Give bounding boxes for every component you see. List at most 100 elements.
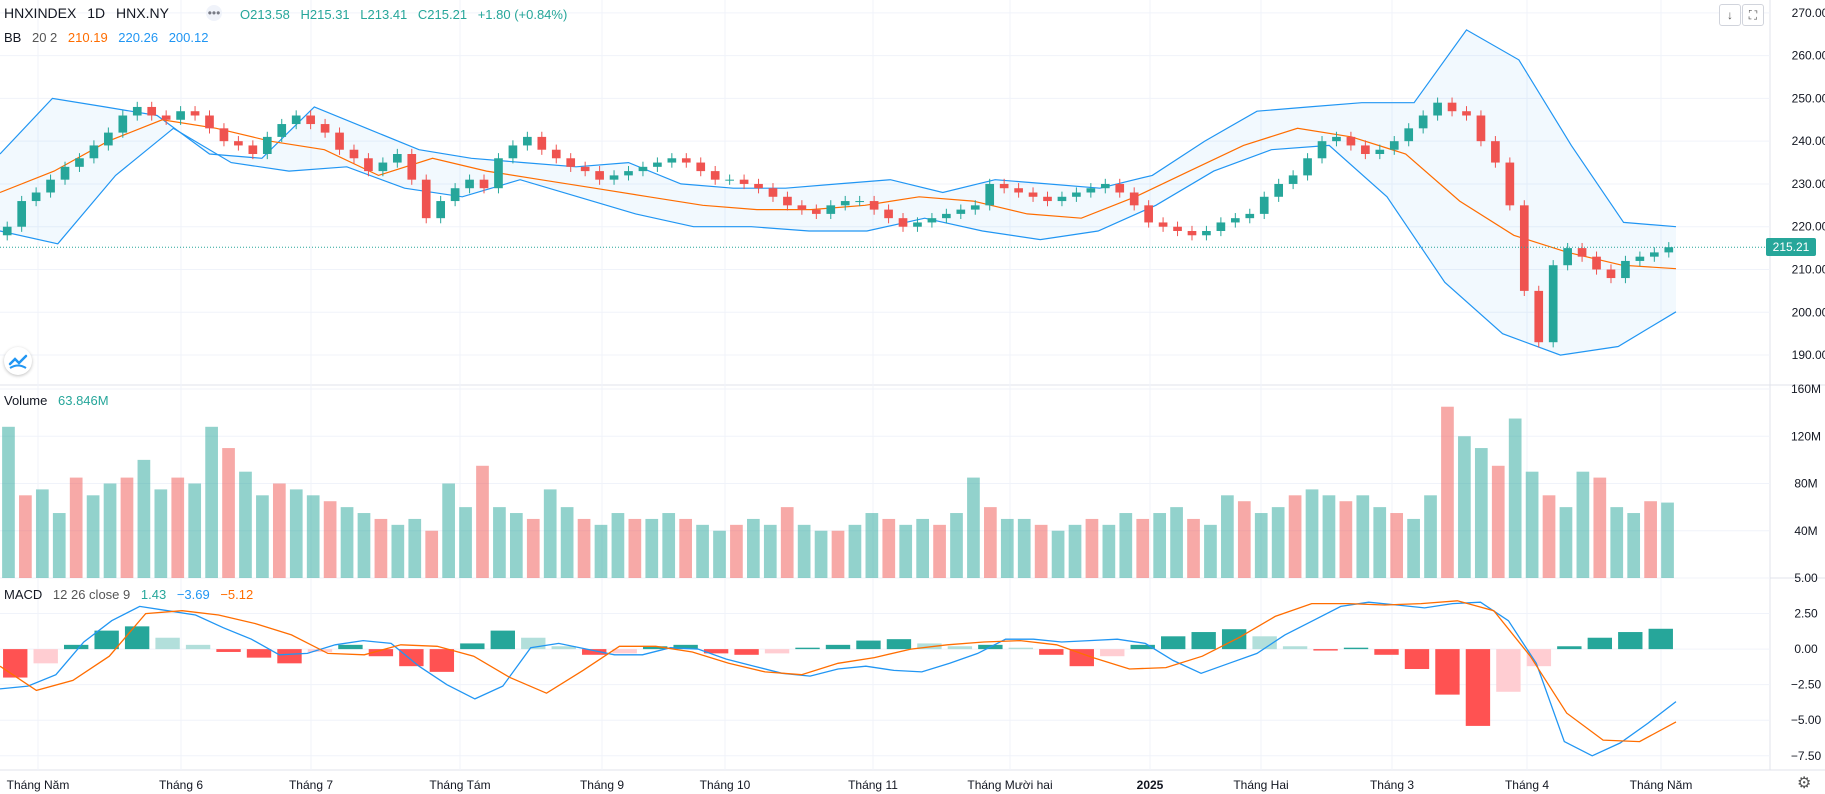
macd-params: 12 26 close 9: [52, 587, 131, 602]
volume-bar: [780, 507, 794, 578]
candle-body: [1606, 269, 1616, 279]
volume-bar: [239, 471, 252, 578]
volume-bar: [1051, 530, 1065, 578]
volume-bar: [137, 459, 151, 578]
bb-lower-value: 200.12: [168, 30, 209, 45]
macd-histogram-bar: [1252, 636, 1277, 650]
price-axis-label: 200.00: [1792, 305, 1825, 319]
candle-body: [1375, 149, 1385, 154]
macd-histogram-bar: [551, 646, 576, 650]
candle-body: [1288, 175, 1298, 184]
volume-bar: [1288, 495, 1302, 578]
volume-bar: [1441, 406, 1454, 578]
more-dots-icon[interactable]: •••: [206, 5, 222, 21]
candle-body: [1230, 218, 1240, 223]
time-axis-label: 2025: [1137, 778, 1164, 792]
macd-histogram-bar: [1465, 649, 1491, 726]
volume-bar: [1034, 524, 1048, 578]
candle-body: [1548, 265, 1558, 343]
symbol-header[interactable]: HNXINDEX 1D HNX.NY: [4, 5, 176, 21]
macd-histogram-bar: [33, 649, 58, 664]
candle-body: [710, 171, 720, 180]
price-axis-label: 270.00: [1792, 6, 1825, 20]
volume-bar: [543, 489, 557, 578]
candle-body: [1389, 141, 1399, 150]
volume-bar: [1610, 507, 1624, 578]
bb-upper-line: [0, 29, 1677, 228]
candle-body: [1621, 260, 1630, 279]
candle-body: [681, 158, 691, 163]
candle-body: [999, 183, 1009, 189]
macd-histogram-bar: [1130, 644, 1155, 650]
macd-histogram-bar: [307, 649, 333, 652]
candle-body: [855, 201, 865, 203]
volume-bar: [103, 483, 117, 578]
symbol-name[interactable]: HNXINDEX: [4, 5, 77, 21]
settings-gear-icon[interactable]: ⚙: [1797, 775, 1812, 792]
macd-histogram-bar: [886, 639, 912, 650]
candle-body: [927, 218, 937, 223]
volume-bar: [933, 524, 946, 578]
volume-bar: [52, 513, 66, 578]
volume-bar: [35, 489, 49, 578]
volume-bar: [272, 483, 286, 578]
macd-histogram-bar: [1100, 649, 1125, 657]
volume-bar: [1305, 489, 1319, 578]
volume-bar: [222, 448, 235, 578]
candle-body: [1649, 252, 1659, 257]
macd-histogram-bar: [1221, 629, 1247, 650]
price-axis-label: 220.00: [1792, 220, 1825, 234]
macd-histogram-bar: [642, 646, 668, 650]
macd-histogram-bar: [1039, 649, 1064, 655]
volume-bar: [1119, 513, 1133, 578]
macd-histogram-bar: [185, 644, 211, 650]
candle-body: [1303, 158, 1312, 176]
volume-bar: [86, 495, 100, 578]
candle-body: [1462, 111, 1471, 116]
macd-histogram-bar: [338, 644, 363, 650]
macd-histogram-bar: [246, 649, 272, 658]
price-axis-label: 250.00: [1792, 91, 1825, 105]
exchange: HNX.NY: [116, 5, 169, 21]
fullscreen-icon[interactable]: ⛶: [1742, 4, 1764, 26]
macd-legend[interactable]: MACD 12 26 close 9 1.43 −3.69 −5.12: [4, 587, 260, 602]
volume-bar: [2, 426, 15, 578]
volume-bar: [391, 524, 405, 578]
candle-body: [118, 115, 128, 133]
volume-axis-label: 80M: [1794, 477, 1817, 491]
interval[interactable]: 1D: [87, 5, 106, 21]
volume-bar: [848, 524, 862, 578]
macd-histogram-bar: [1343, 647, 1369, 650]
volume-legend[interactable]: Volume 63.846M: [4, 393, 116, 408]
volume-bar: [1559, 507, 1573, 578]
candle-body: [1028, 192, 1038, 197]
volume-bar: [916, 518, 929, 578]
candle-body: [1317, 141, 1327, 159]
candle-body: [1505, 162, 1515, 206]
candle-body: [1129, 192, 1139, 206]
tradingview-logo-icon[interactable]: [4, 347, 32, 375]
candle-body: [277, 124, 287, 137]
volume-bar: [120, 477, 134, 578]
volume-bar: [526, 518, 540, 578]
candle-body: [60, 166, 70, 180]
time-axis-label: Tháng 7: [289, 778, 333, 792]
macd-histogram-bar: [703, 649, 729, 654]
bb-legend[interactable]: BB 20 2 210.19 220.26 200.12: [4, 30, 215, 45]
bb-upper-value: 220.26: [118, 30, 159, 45]
volume-bar: [408, 518, 422, 578]
candle-body: [2, 226, 12, 236]
volume-bar: [1627, 513, 1641, 578]
volume-bar: [1017, 518, 1031, 578]
open-value: O213.58: [240, 7, 290, 22]
candle-body: [1346, 136, 1356, 146]
arrow-down-icon[interactable]: ↓: [1719, 4, 1741, 26]
macd-histogram-bar: [795, 647, 820, 650]
macd-histogram-bar: [764, 649, 790, 654]
candle-body: [407, 154, 417, 180]
volume-bar: [19, 495, 32, 578]
volume-bar: [1271, 507, 1285, 578]
bollinger-bands: [0, 29, 1677, 356]
volume-bar: [459, 507, 472, 578]
